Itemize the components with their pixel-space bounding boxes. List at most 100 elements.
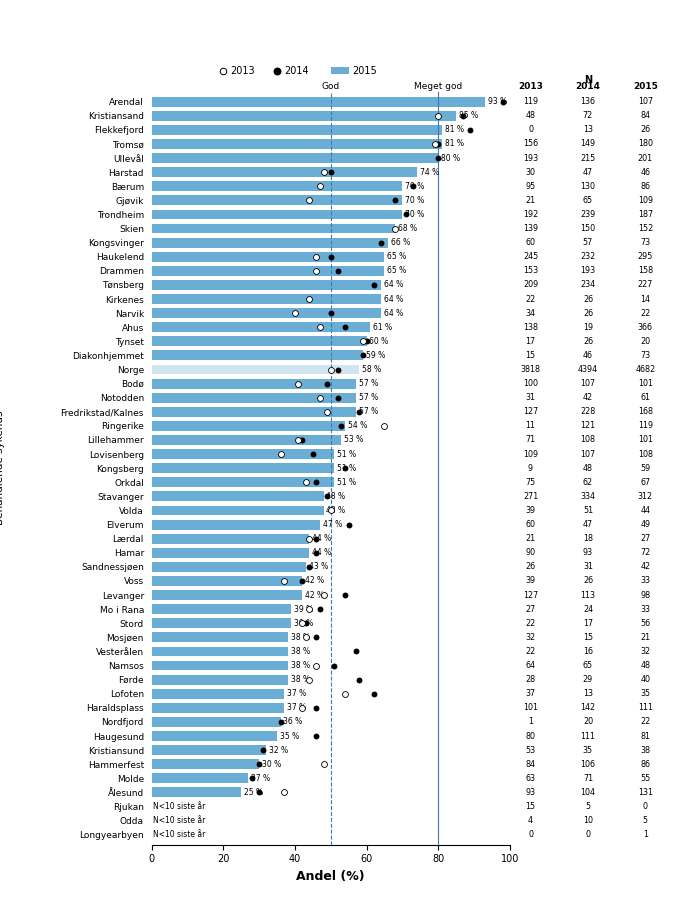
Text: 61 %: 61 % bbox=[373, 323, 392, 331]
Bar bbox=[152, 378, 356, 388]
Text: 27 %: 27 % bbox=[251, 774, 270, 783]
Text: 22: 22 bbox=[526, 647, 535, 656]
Point bbox=[304, 292, 315, 307]
Text: 47: 47 bbox=[583, 168, 593, 176]
Text: 51 %: 51 % bbox=[337, 450, 356, 459]
Text: N: N bbox=[584, 74, 592, 84]
Text: 67: 67 bbox=[640, 477, 650, 487]
Text: 2014: 2014 bbox=[284, 66, 309, 75]
Point bbox=[408, 179, 419, 194]
Point bbox=[296, 616, 307, 631]
Text: 56: 56 bbox=[640, 619, 650, 628]
Text: 20: 20 bbox=[640, 337, 650, 346]
Text: 2015: 2015 bbox=[352, 66, 377, 75]
Bar bbox=[152, 351, 363, 361]
Text: 107: 107 bbox=[580, 379, 595, 388]
Point bbox=[218, 63, 229, 78]
Text: 86: 86 bbox=[640, 760, 650, 768]
Point bbox=[307, 447, 318, 462]
Bar bbox=[152, 745, 266, 755]
Point bbox=[278, 785, 289, 800]
Text: 80 %: 80 % bbox=[441, 153, 460, 162]
Point bbox=[300, 616, 311, 631]
Text: 26: 26 bbox=[583, 337, 593, 346]
Text: 153: 153 bbox=[523, 266, 538, 275]
Bar bbox=[331, 68, 349, 73]
Text: 90: 90 bbox=[526, 548, 535, 557]
Point bbox=[311, 532, 322, 546]
Point bbox=[311, 545, 322, 560]
Text: 65 %: 65 % bbox=[387, 252, 407, 262]
Text: 93 %: 93 % bbox=[488, 97, 507, 106]
Point bbox=[457, 108, 469, 123]
Text: 29: 29 bbox=[583, 675, 593, 684]
Point bbox=[340, 687, 351, 701]
Bar bbox=[152, 393, 356, 403]
Text: 70 %: 70 % bbox=[405, 182, 424, 191]
Text: 19: 19 bbox=[583, 323, 593, 331]
Text: 59 %: 59 % bbox=[366, 351, 385, 360]
Point bbox=[254, 756, 265, 771]
Bar bbox=[152, 364, 360, 375]
Text: 62: 62 bbox=[583, 477, 593, 487]
Text: N<10 siste år: N<10 siste år bbox=[154, 802, 206, 811]
Bar bbox=[152, 520, 320, 530]
Text: 70 %: 70 % bbox=[405, 196, 424, 205]
Point bbox=[325, 306, 336, 320]
Text: 131: 131 bbox=[638, 788, 653, 797]
Text: 72: 72 bbox=[583, 111, 593, 120]
Text: 81 %: 81 % bbox=[444, 126, 464, 134]
Text: 35: 35 bbox=[583, 745, 593, 755]
Point bbox=[433, 151, 444, 165]
Text: 81 %: 81 % bbox=[444, 140, 464, 149]
Text: 149: 149 bbox=[580, 140, 595, 149]
Text: 108: 108 bbox=[580, 435, 595, 444]
Text: 109: 109 bbox=[638, 196, 653, 205]
Text: 14: 14 bbox=[640, 295, 650, 304]
Text: 158: 158 bbox=[638, 266, 653, 275]
Bar bbox=[152, 252, 384, 262]
Bar bbox=[152, 688, 284, 699]
Text: 51 %: 51 % bbox=[337, 464, 356, 473]
Text: 46: 46 bbox=[640, 168, 650, 176]
Point bbox=[296, 432, 307, 447]
Point bbox=[325, 503, 336, 518]
Text: Meget god: Meget god bbox=[414, 82, 462, 91]
Bar bbox=[152, 294, 381, 304]
Text: 48: 48 bbox=[526, 111, 535, 120]
Text: 109: 109 bbox=[523, 450, 538, 459]
Point bbox=[271, 63, 282, 78]
Text: 80: 80 bbox=[526, 732, 535, 741]
Bar bbox=[152, 590, 302, 600]
Text: 95: 95 bbox=[526, 182, 535, 191]
Text: 64 %: 64 % bbox=[384, 295, 403, 304]
Text: 98: 98 bbox=[640, 590, 650, 599]
Text: 49: 49 bbox=[640, 521, 650, 529]
Text: 100: 100 bbox=[523, 379, 538, 388]
Text: 312: 312 bbox=[638, 492, 653, 501]
Text: 51: 51 bbox=[583, 506, 593, 515]
Point bbox=[275, 447, 286, 462]
Text: 27: 27 bbox=[640, 534, 650, 543]
Bar bbox=[152, 533, 309, 543]
Point bbox=[304, 672, 315, 687]
Bar bbox=[152, 477, 334, 487]
Text: 245: 245 bbox=[523, 252, 538, 262]
Text: 58 %: 58 % bbox=[362, 365, 382, 374]
Point bbox=[390, 193, 401, 207]
Text: 32: 32 bbox=[640, 647, 650, 656]
Text: 271: 271 bbox=[523, 492, 538, 501]
Point bbox=[257, 743, 268, 757]
Text: 107: 107 bbox=[580, 450, 595, 459]
Text: 39: 39 bbox=[526, 577, 535, 586]
Text: 33: 33 bbox=[640, 605, 650, 613]
Text: 0: 0 bbox=[528, 126, 533, 134]
Text: 22: 22 bbox=[526, 619, 535, 628]
Bar bbox=[152, 336, 367, 346]
Text: 366: 366 bbox=[638, 323, 653, 331]
Text: 17: 17 bbox=[526, 337, 535, 346]
Text: 111: 111 bbox=[580, 732, 595, 741]
Point bbox=[314, 179, 325, 194]
Text: 0: 0 bbox=[528, 830, 533, 839]
Text: 54 %: 54 % bbox=[348, 421, 367, 431]
